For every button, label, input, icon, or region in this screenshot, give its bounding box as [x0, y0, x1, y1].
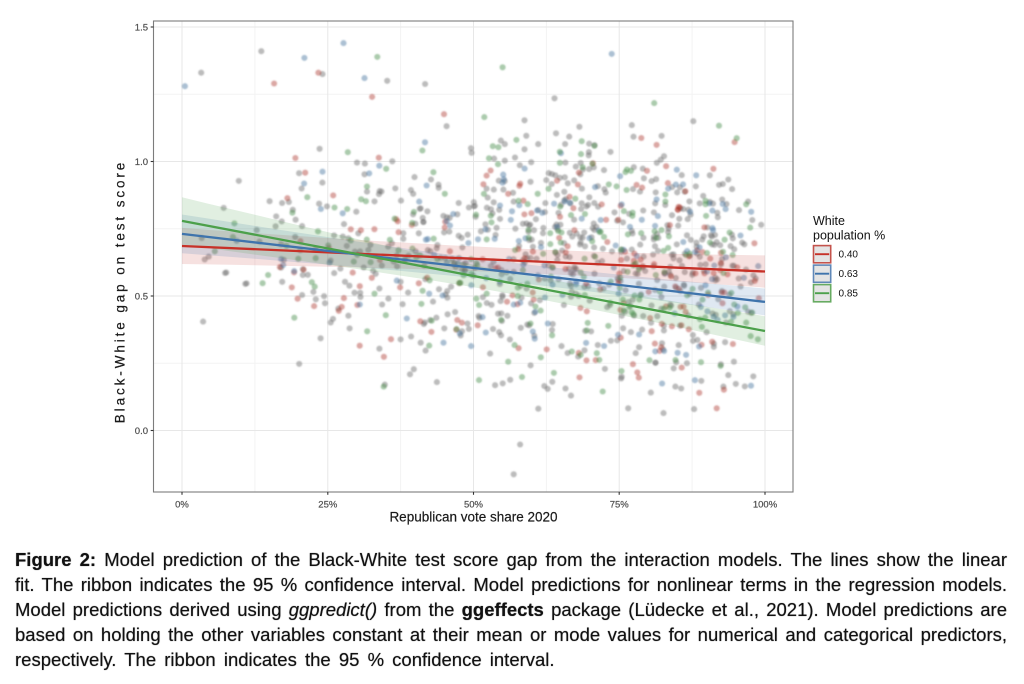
svg-text:100%: 100% — [753, 500, 778, 511]
svg-text:0.85: 0.85 — [839, 289, 859, 300]
svg-text:population %: population % — [813, 229, 885, 243]
svg-text:Black-White gap on test score: Black-White gap on test score — [113, 160, 128, 423]
svg-text:1.0: 1.0 — [135, 157, 148, 168]
svg-text:Republican vote share 2020: Republican vote share 2020 — [389, 510, 557, 525]
svg-text:25%: 25% — [318, 500, 338, 511]
svg-text:0.5: 0.5 — [135, 291, 148, 302]
svg-text:75%: 75% — [610, 500, 630, 511]
svg-text:0.0: 0.0 — [135, 426, 148, 437]
svg-text:50%: 50% — [464, 500, 484, 511]
svg-text:0.40: 0.40 — [839, 250, 859, 261]
svg-text:0.63: 0.63 — [839, 269, 859, 280]
svg-text:White: White — [813, 214, 845, 228]
svg-text:1.5: 1.5 — [135, 22, 148, 33]
svg-text:0%: 0% — [175, 500, 189, 511]
